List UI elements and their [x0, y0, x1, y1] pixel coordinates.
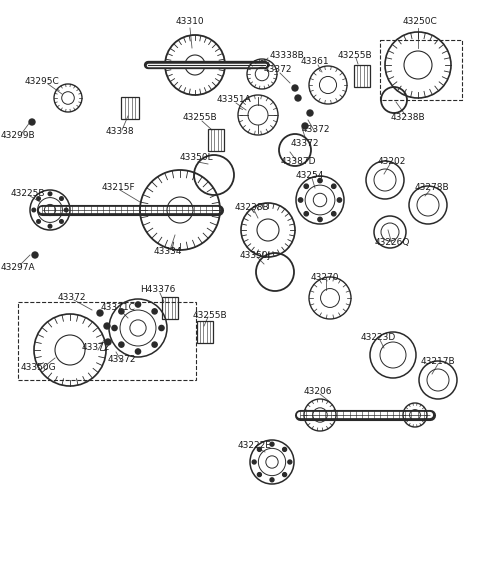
- Text: 43350G: 43350G: [20, 363, 56, 372]
- Circle shape: [32, 208, 36, 212]
- Circle shape: [318, 178, 322, 183]
- Text: 43372: 43372: [108, 355, 136, 364]
- Circle shape: [119, 309, 124, 314]
- Text: 43297A: 43297A: [0, 264, 36, 273]
- Text: 43254: 43254: [296, 171, 324, 179]
- Text: 43226Q: 43226Q: [374, 237, 410, 246]
- Text: 43255B: 43255B: [192, 311, 228, 320]
- Text: 43310: 43310: [176, 18, 204, 26]
- Circle shape: [318, 217, 322, 222]
- Circle shape: [29, 119, 35, 125]
- Text: 43351A: 43351A: [216, 96, 252, 104]
- Circle shape: [135, 302, 141, 307]
- Circle shape: [304, 211, 309, 216]
- Circle shape: [257, 448, 262, 452]
- Text: 43223D: 43223D: [360, 333, 396, 343]
- Text: 43206: 43206: [304, 387, 332, 397]
- Circle shape: [283, 473, 287, 477]
- Text: 43250C: 43250C: [403, 18, 437, 26]
- Bar: [18, 302, 196, 380]
- Text: 43299B: 43299B: [0, 131, 36, 140]
- Text: 43255B: 43255B: [183, 113, 217, 123]
- Text: 43372: 43372: [58, 293, 86, 303]
- Circle shape: [257, 473, 262, 477]
- Bar: [208, 129, 224, 151]
- Circle shape: [64, 208, 68, 212]
- Circle shape: [283, 448, 287, 452]
- Bar: [197, 321, 213, 343]
- Circle shape: [105, 339, 111, 345]
- Text: 43225B: 43225B: [11, 189, 45, 198]
- Text: 43278B: 43278B: [415, 183, 449, 193]
- Circle shape: [135, 349, 141, 354]
- Circle shape: [252, 460, 256, 464]
- Circle shape: [332, 184, 336, 189]
- Text: 43202: 43202: [378, 158, 406, 167]
- Circle shape: [295, 95, 301, 101]
- Circle shape: [307, 110, 313, 116]
- Text: 43338B: 43338B: [270, 52, 305, 61]
- Text: 43295C: 43295C: [24, 77, 60, 87]
- Text: 43238B: 43238B: [391, 113, 425, 123]
- Text: 43372: 43372: [291, 139, 319, 147]
- Text: 43372: 43372: [302, 125, 330, 135]
- Text: 43361: 43361: [300, 57, 329, 66]
- Circle shape: [288, 460, 292, 464]
- Circle shape: [299, 198, 303, 202]
- Circle shape: [152, 309, 157, 314]
- Circle shape: [48, 192, 52, 195]
- Text: 43371C: 43371C: [101, 304, 135, 312]
- Text: 43338: 43338: [106, 128, 134, 136]
- Circle shape: [97, 310, 103, 316]
- Text: 43270: 43270: [311, 273, 339, 282]
- Circle shape: [270, 478, 274, 482]
- Circle shape: [292, 85, 298, 91]
- Text: 43215F: 43215F: [101, 183, 135, 193]
- Bar: [354, 65, 370, 87]
- Text: 43334: 43334: [154, 248, 182, 257]
- Text: 43387D: 43387D: [280, 158, 316, 167]
- Circle shape: [60, 219, 63, 223]
- Circle shape: [304, 184, 309, 189]
- Text: 43372: 43372: [264, 65, 292, 74]
- Circle shape: [32, 252, 38, 258]
- Bar: [380, 40, 462, 100]
- Circle shape: [37, 197, 40, 201]
- Text: 43217B: 43217B: [420, 358, 456, 367]
- Circle shape: [37, 219, 40, 223]
- Circle shape: [119, 342, 124, 347]
- Circle shape: [152, 342, 157, 347]
- Text: 43372: 43372: [82, 343, 110, 352]
- Text: H43376: H43376: [140, 285, 176, 295]
- Text: 43255B: 43255B: [338, 50, 372, 60]
- Text: 43350L: 43350L: [179, 154, 213, 163]
- Text: 43222E: 43222E: [238, 441, 272, 449]
- Text: 43238B: 43238B: [235, 203, 269, 213]
- Circle shape: [302, 123, 308, 129]
- Circle shape: [48, 225, 52, 228]
- Bar: [121, 97, 139, 119]
- Circle shape: [60, 197, 63, 201]
- Circle shape: [104, 323, 110, 329]
- Bar: [162, 297, 178, 319]
- Circle shape: [337, 198, 342, 202]
- Circle shape: [112, 325, 117, 331]
- Circle shape: [159, 325, 164, 331]
- Text: 43350J: 43350J: [240, 250, 271, 260]
- Circle shape: [270, 442, 274, 446]
- Circle shape: [332, 211, 336, 216]
